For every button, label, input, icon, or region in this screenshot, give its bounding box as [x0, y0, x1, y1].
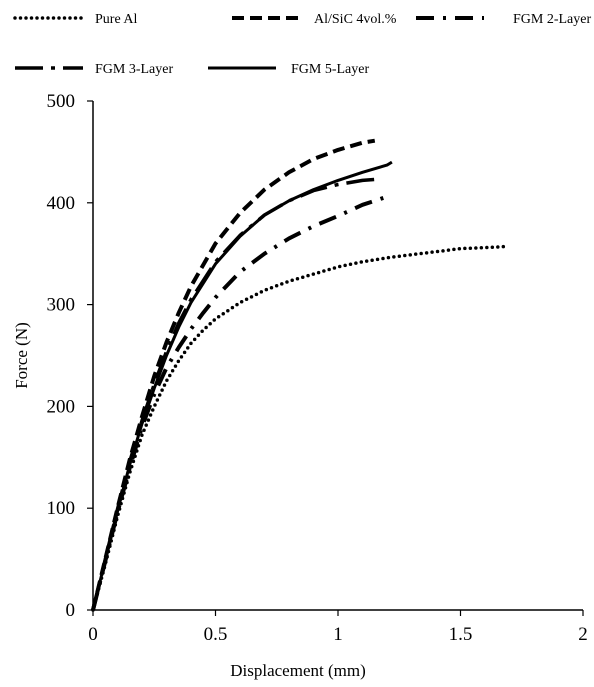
legend-item: FGM 3-Layer	[15, 62, 173, 77]
y-tick-label: 100	[47, 498, 76, 519]
y-axis-title: Force (N)	[12, 322, 31, 389]
x-tick-label: 2	[578, 624, 588, 645]
ticks: 0 100 200 300 400 500 0 0.5 1 1.5 2	[47, 91, 588, 645]
legend-item: FGM 2-Layer	[416, 12, 591, 27]
legend-item: Pure Al	[13, 12, 138, 27]
x-tick-label: 0.5	[204, 624, 228, 645]
legend: Pure Al Al/SiC 4vol.% FGM 2-Layer FGM 3-Lay…	[13, 12, 591, 77]
y-tick-label: 400	[47, 193, 76, 214]
legend-item: Al/SiC 4vol.%	[232, 12, 397, 27]
series-lines	[91, 138, 507, 612]
y-tick-label: 0	[66, 600, 76, 621]
legend-label: Al/SiC 4vol.%	[314, 12, 397, 27]
legend-label: FGM 2-Layer	[513, 12, 591, 27]
legend-item: FGM 5-Layer	[208, 62, 369, 77]
x-tick-label: 1	[333, 624, 343, 645]
legend-label: FGM 5-Layer	[291, 62, 369, 77]
x-axis-title: Displacement (mm)	[230, 661, 366, 680]
y-tick-label: 500	[47, 91, 76, 112]
series-line-3	[91, 194, 388, 611]
series-line-2	[91, 138, 376, 611]
legend-label: Pure Al	[95, 12, 138, 27]
series-line-1	[91, 244, 507, 612]
x-tick-label: 1.5	[449, 624, 473, 645]
series-line-5	[91, 160, 393, 611]
y-tick-label: 300	[47, 295, 76, 316]
y-tick-label: 200	[47, 396, 76, 417]
series-line-4	[91, 177, 375, 611]
x-tick-label: 0	[88, 624, 98, 645]
legend-label: FGM 3-Layer	[95, 62, 173, 77]
